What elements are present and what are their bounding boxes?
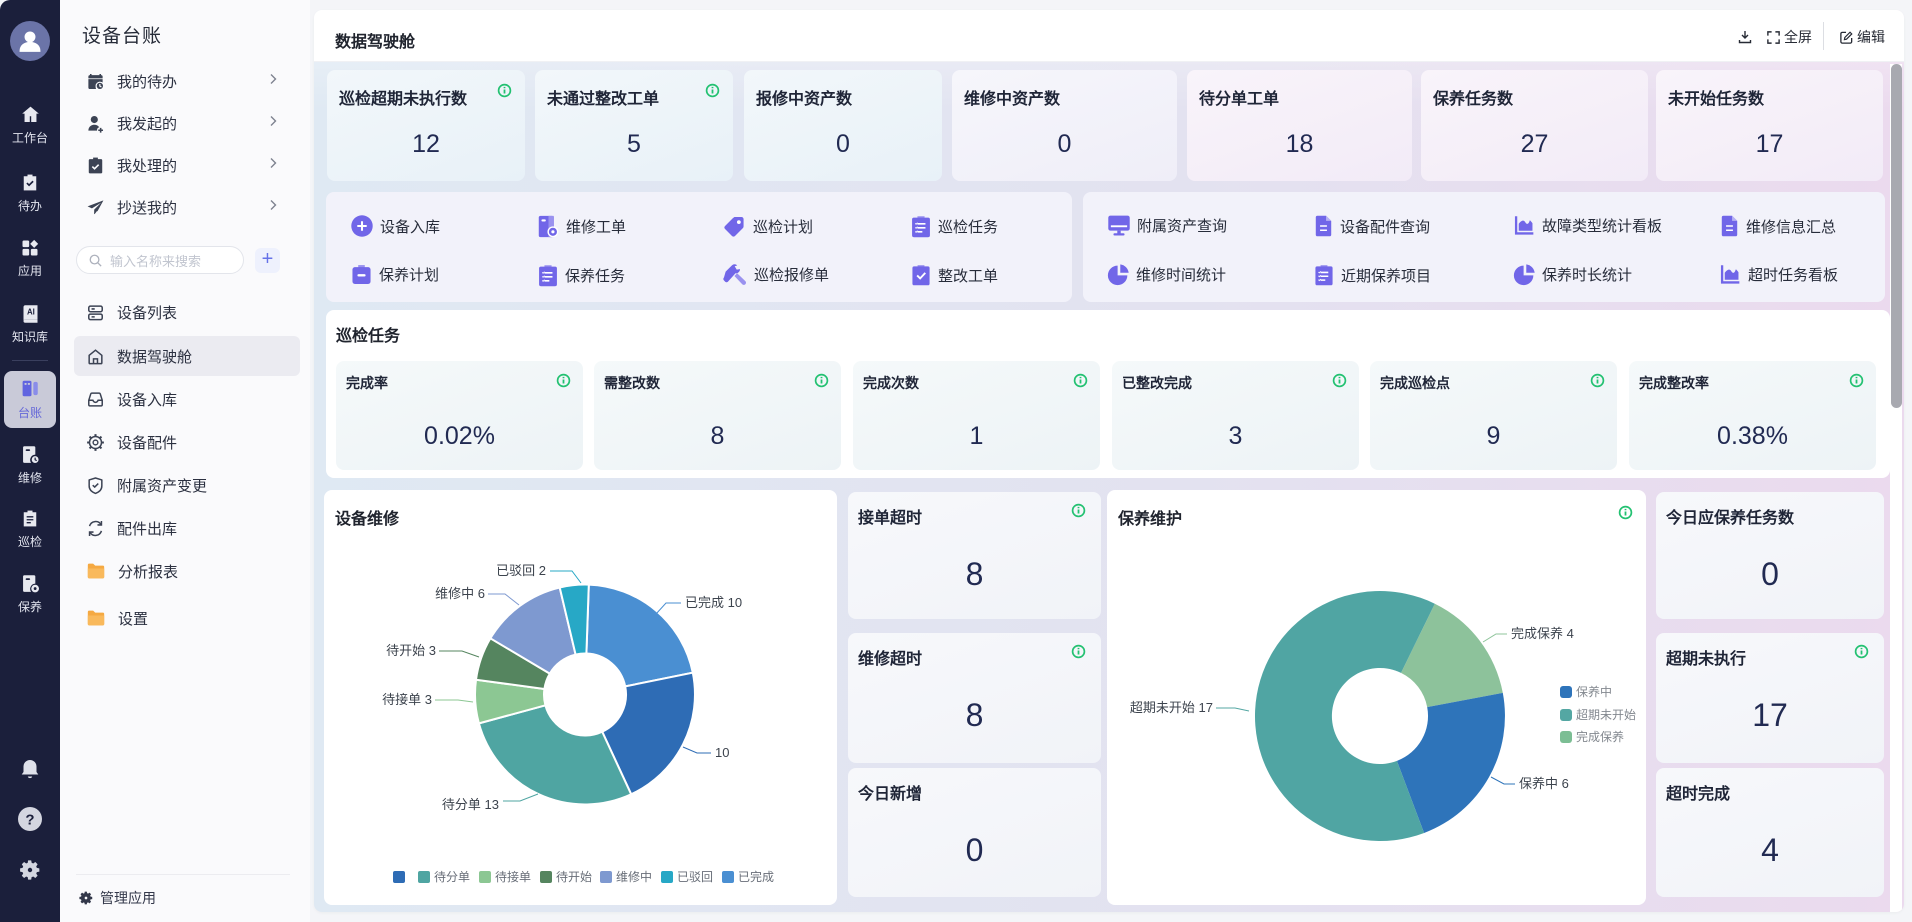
svg-text:保养中 6: 保养中 6	[1519, 776, 1569, 791]
svg-text:已完成 10: 已完成 10	[685, 595, 742, 610]
svg-text:维修中 6: 维修中 6	[435, 586, 485, 601]
svg-text:已驳回 2: 已驳回 2	[496, 563, 546, 578]
svg-text:10: 10	[715, 745, 729, 760]
svg-text:超期未开始: 超期未开始	[1576, 707, 1636, 722]
svg-text:待分单: 待分单	[434, 870, 470, 884]
svg-text:待接单 3: 待接单 3	[382, 692, 432, 707]
svg-text:待开始 3: 待开始 3	[386, 643, 436, 658]
svg-text:待接单: 待接单	[495, 869, 531, 884]
svg-text:已完成: 已完成	[738, 869, 774, 884]
svg-text:?: ?	[25, 812, 34, 829]
svg-text:超期未开始 17: 超期未开始 17	[1130, 700, 1213, 715]
svg-text:AI: AI	[27, 307, 35, 316]
svg-text:维修中: 维修中	[616, 869, 652, 884]
svg-text:完成保养 4: 完成保养 4	[1511, 626, 1574, 641]
svg-text:已驳回: 已驳回	[677, 870, 713, 884]
svg-text:待分单 13: 待分单 13	[442, 797, 499, 812]
svg-text:保养中: 保养中	[1576, 684, 1612, 699]
svg-text:完成保养: 完成保养	[1576, 729, 1624, 744]
svg-text:待开始: 待开始	[556, 870, 592, 884]
